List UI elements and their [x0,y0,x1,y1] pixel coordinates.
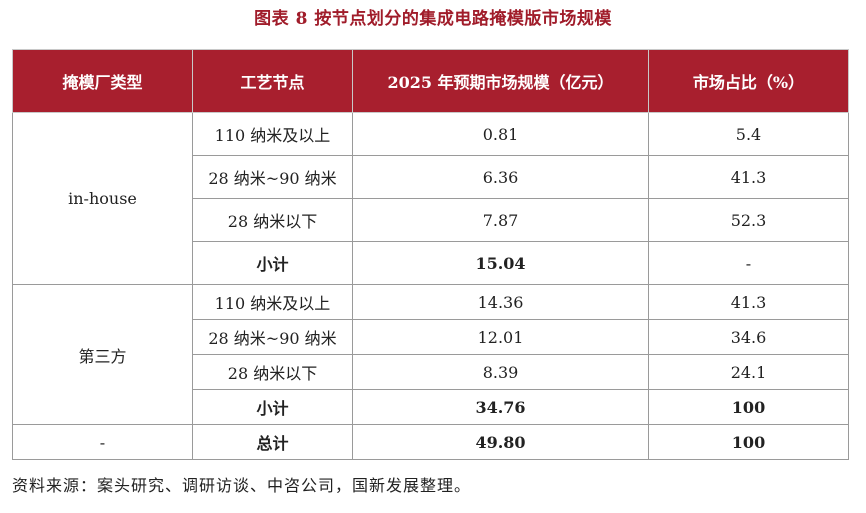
group-type-cell: in-house [12,112,193,285]
source-note: 资料来源：案头研究、调研访谈、中咨公司，国新发展整理。 [12,476,472,495]
subtotal-share: - [648,241,849,285]
table-title: 图表 8 按节点划分的集成电路掩模版市场规模 [254,9,612,29]
total-row: - 总计 49.80 100 [12,424,849,460]
group-type-cell: 第三方 [12,284,193,425]
node-cell: 110 纳米及以上 [192,112,353,156]
share-cell: 34.6 [648,319,849,355]
size-cell: 7.87 [352,198,649,242]
share-cell: 41.3 [648,155,849,199]
total-label: 总计 [192,424,353,460]
subtotal-label: 小计 [192,389,353,425]
size-cell: 12.01 [352,319,649,355]
node-cell: 28 纳米以下 [192,354,353,390]
header-market-size: 2025 年预期市场规模（亿元） [352,49,649,113]
market-size-table: 掩模厂类型 工艺节点 2025 年预期市场规模（亿元） 市场占比（%） in-h… [12,49,849,460]
node-cell: 110 纳米及以上 [192,284,353,320]
node-cell: 28 纳米~90 纳米 [192,319,353,355]
size-cell: 6.36 [352,155,649,199]
table-row: in-house 110 纳米及以上 0.81 5.4 [12,112,849,285]
subtotal-label: 小计 [192,241,353,285]
share-cell: 52.3 [648,198,849,242]
node-cell: 28 纳米以下 [192,198,353,242]
subtotal-size: 15.04 [352,241,649,285]
total-type-cell: - [12,424,193,460]
share-cell: 5.4 [648,112,849,156]
size-cell: 14.36 [352,284,649,320]
node-cell: 28 纳米~90 纳米 [192,155,353,199]
header-row: 掩模厂类型 工艺节点 2025 年预期市场规模（亿元） 市场占比（%） [12,49,849,113]
size-cell: 8.39 [352,354,649,390]
total-share: 100 [648,424,849,460]
table-row: 第三方 110 纳米及以上 14.36 41.3 [12,284,849,425]
subtotal-size: 34.76 [352,389,649,425]
table-row: 28 纳米~90 纳米 12.01 34.6 [13,319,849,355]
subtotal-row: 小计 15.04 - [13,241,849,285]
total-size: 49.80 [352,424,649,460]
table-row: 28 纳米~90 纳米 6.36 41.3 [13,155,849,199]
table-row: 28 纳米以下 7.87 52.3 [13,198,849,242]
size-cell: 0.81 [352,112,649,156]
share-cell: 41.3 [648,284,849,320]
header-mask-type: 掩模厂类型 [12,49,193,113]
subtotal-row: 小计 34.76 100 [13,389,849,425]
header-market-share: 市场占比（%） [648,49,849,113]
header-process-node: 工艺节点 [192,49,353,113]
subtotal-share: 100 [648,389,849,425]
share-cell: 24.1 [648,354,849,390]
